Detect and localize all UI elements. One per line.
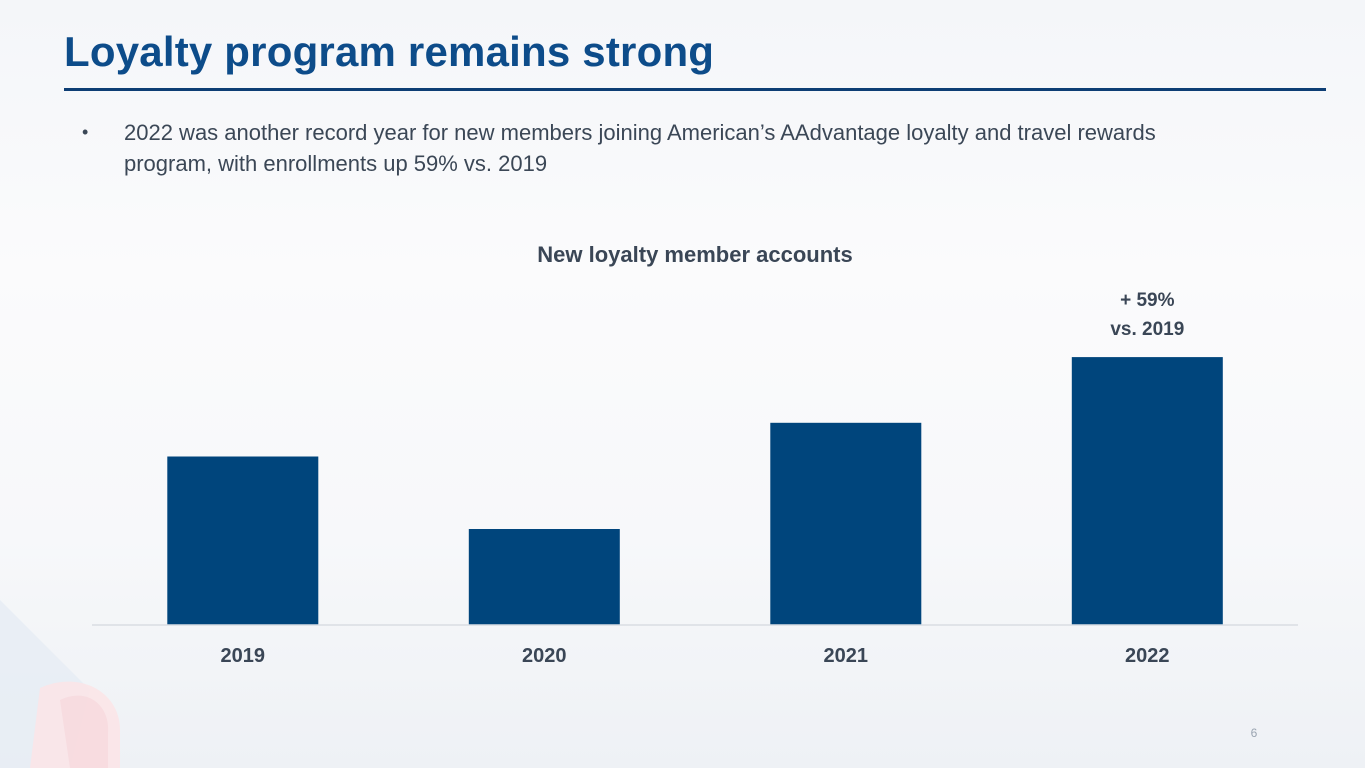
bar-2020 [468, 529, 620, 625]
x-tick-label-2021: 2021 [824, 645, 869, 667]
bar-2019 [167, 456, 319, 625]
x-tick-label-2022: 2022 [1125, 645, 1170, 667]
x-tick-label-2019: 2019 [221, 645, 266, 667]
annotation-line-1: + 59% [1120, 290, 1175, 311]
slide-title: Loyalty program remains strong [64, 28, 715, 75]
chart-title: New loyalty member accounts [537, 242, 852, 267]
x-tick-label-2020: 2020 [522, 645, 567, 667]
bar-2021 [770, 422, 922, 625]
annotation-line-2: vs. 2019 [1110, 319, 1184, 340]
bullet-marker: • [82, 122, 89, 142]
bullet-text: 2022 was another record year for new mem… [124, 120, 1156, 176]
page-number: 6 [1250, 726, 1258, 740]
title-underline [64, 88, 1326, 91]
bar-2022 [1071, 357, 1223, 625]
bullet-point: • 2022 was another record year for new m… [82, 117, 1212, 179]
